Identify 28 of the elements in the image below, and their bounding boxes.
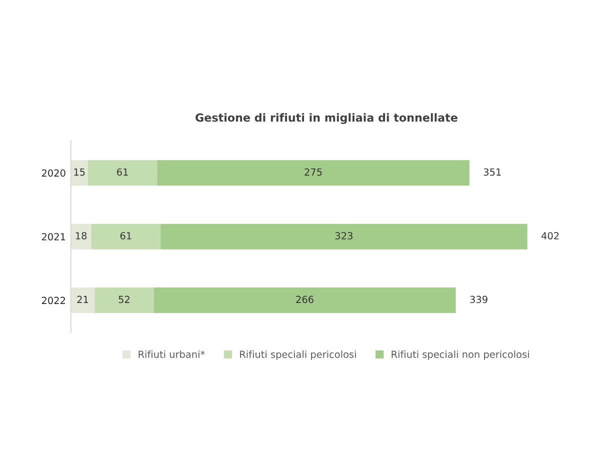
legend-label: Rifiuti urbani* (138, 350, 205, 358)
total-label: 351 (484, 168, 501, 176)
bar (88, 160, 158, 186)
legend-label: Rifiuti speciali pericolosi (240, 350, 356, 360)
bar (70, 224, 92, 250)
data-label: 323 (335, 232, 352, 240)
bar (70, 288, 95, 314)
data-label: 18 (76, 232, 87, 240)
total-label: 339 (470, 296, 488, 304)
bar (94, 288, 154, 314)
bar (157, 160, 470, 186)
data-label: 275 (304, 168, 322, 176)
data-label: 266 (296, 296, 314, 304)
bar (160, 224, 528, 250)
bar (91, 224, 161, 250)
total-label: 402 (542, 232, 559, 240)
legend-label: Rifiuti speciali non pericolosi (392, 350, 529, 360)
chart-title: Gestione di rifiuti in migliaia di tonnellate (196, 113, 458, 124)
data-label: 52 (118, 296, 130, 304)
y-tick-label: 2020 (42, 169, 66, 177)
data-label: 15 (74, 168, 85, 176)
y-tick-label: 2022 (42, 296, 66, 304)
y-tick-label: 2021 (42, 233, 66, 240)
data-label: 61 (120, 232, 132, 240)
bar (70, 160, 88, 186)
data-label: 61 (117, 168, 128, 176)
bar (154, 288, 456, 314)
data-label: 21 (77, 296, 88, 303)
